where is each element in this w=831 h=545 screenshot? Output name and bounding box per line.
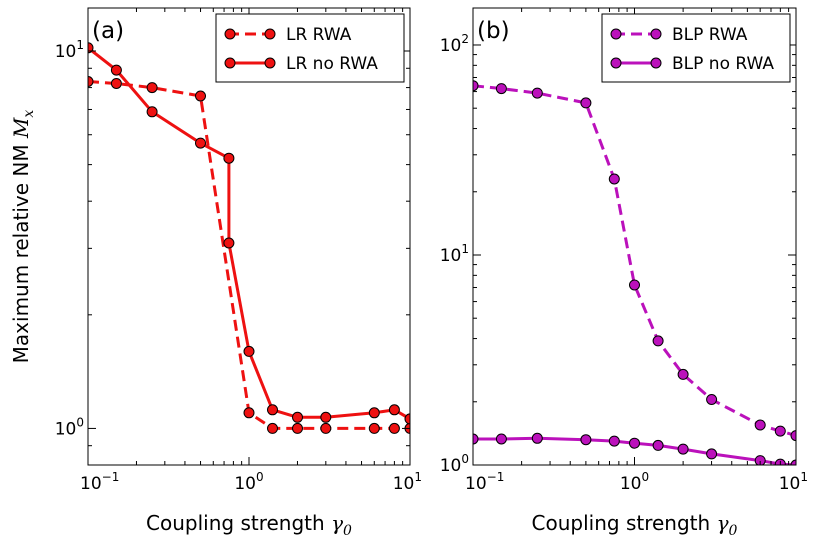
legend-item: BLP no RWA [610,54,774,74]
data-point [774,425,786,437]
legend-box [215,13,405,83]
data-point [88,76,94,87]
y-tick-label: 101 [55,38,84,62]
x-tick-label: 101 [393,470,422,494]
data-point [320,411,332,423]
data-point [608,173,620,185]
legend-marker [610,28,622,40]
data-point [404,413,410,425]
data-point [677,443,689,455]
panel-a: 10−1 100 101 100 101 (a) Coupling strength γ0 M… [9,7,422,539]
legend-marker [224,57,236,69]
data-point [223,237,235,249]
legend: LR RWA LR no RWA [215,13,405,83]
legend-marker [610,57,622,69]
data-point [243,407,255,419]
data-point [580,97,592,109]
data-point [320,422,332,434]
data-point [706,448,718,460]
data-point [88,42,94,54]
panel-label: (b) [477,18,510,44]
data-point [531,87,543,99]
data-point [195,90,206,102]
data-point [243,345,255,357]
x-axis-label: Coupling strength γ0 [532,511,738,539]
legend-marker [224,28,236,40]
data-point [652,335,664,347]
data-point [473,80,479,92]
data-point [629,279,640,291]
series-lr-no-rwa [88,42,410,425]
data-point [531,432,543,444]
legend-label: BLP no RWA [672,54,774,74]
data-point [754,455,766,465]
data-point [267,404,278,416]
y-tick-label: 102 [440,32,469,56]
x-tick-label: 100 [234,470,263,494]
data-point [110,64,122,76]
data-point [629,437,640,449]
data-point [195,137,206,149]
data-point [495,433,507,445]
data-point [706,394,718,405]
series-blp-no-rwa [473,432,796,465]
data-point [368,407,380,419]
data-point [473,433,479,445]
y-axis-label: Maximum relative NM Mx [9,110,37,364]
series-line [88,80,410,430]
data-point [368,422,380,434]
data-point [267,422,278,434]
x-tick-label: 100 [620,470,649,494]
series-blp-rwa [473,80,796,442]
x-tick-label: 10−1 [80,470,119,494]
legend-item: LR no RWA [224,54,378,74]
data-point [146,106,158,118]
x-tick-label: 10−1 [465,470,504,494]
legend-marker [264,28,276,40]
legend-marker [650,57,662,69]
y-tick-label: 100 [55,415,84,439]
data-point [652,439,664,451]
data-point [754,419,766,431]
data-point [110,78,122,89]
series-line [88,46,410,421]
legend-label: LR no RWA [286,54,378,74]
legend-item: BLP RWA [610,25,748,45]
legend-box [601,13,791,83]
x-axis-label: Coupling strength γ0 [146,511,352,539]
data-point [580,434,592,446]
data-point [790,430,796,442]
y-tick-label: 101 [440,242,469,266]
data-point [292,411,303,423]
data-point [146,82,158,94]
legend-marker [650,28,662,40]
legend-marker [264,57,276,69]
y-tick-label: 100 [440,452,469,476]
legend-label: BLP RWA [672,25,748,45]
data-point [677,368,689,380]
data-point [388,422,400,434]
data-point [223,152,235,164]
x-tick-label: 101 [779,470,808,494]
legend-label: LR RWA [286,25,352,45]
data-point [790,459,796,465]
panel-label: (a) [92,18,124,44]
legend-item: LR RWA [224,25,352,45]
legend: BLP RWA BLP no RWA [601,13,791,83]
series-line [473,84,796,438]
data-point [292,422,303,434]
series-lr-rwa [88,76,410,434]
data-point [495,83,507,95]
data-point [388,404,400,416]
data-point [608,435,620,447]
